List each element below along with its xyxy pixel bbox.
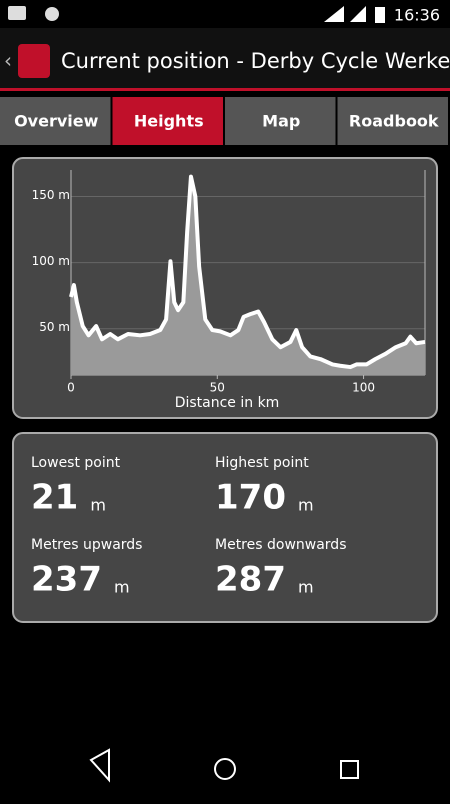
stats-card	[12, 432, 438, 623]
battery-icon	[375, 7, 385, 23]
tab[interactable]	[337, 97, 449, 145]
chart-card	[12, 157, 438, 419]
tab-label: Overview	[14, 112, 99, 131]
elevation-area	[71, 176, 425, 375]
x-tick-label: 100	[352, 381, 375, 395]
stat-unit: m	[90, 496, 106, 515]
stat-label: Metres upwards	[31, 537, 142, 553]
y-tick-label: 50 m	[39, 320, 70, 334]
stat-label: Highest point	[215, 455, 309, 471]
x-tick-label: 0	[67, 381, 75, 395]
tab-label: Heights	[134, 112, 204, 131]
y-tick-label: 150 m	[32, 188, 70, 202]
nav-home[interactable]	[214, 758, 236, 780]
tab[interactable]	[112, 97, 224, 145]
stat-unit: m	[298, 496, 314, 515]
notification-icon	[8, 6, 26, 20]
tab[interactable]	[0, 97, 111, 145]
nav-recents[interactable]	[340, 760, 359, 779]
stat-label: Lowest point	[31, 455, 121, 471]
stat-unit: m	[298, 578, 314, 597]
app-bar-underline	[0, 88, 450, 91]
android-icon	[45, 7, 59, 21]
app-bar	[0, 28, 450, 90]
wifi-icon	[324, 6, 344, 22]
app-icon[interactable]	[18, 44, 50, 78]
tab[interactable]	[225, 97, 336, 145]
nav-back[interactable]	[89, 748, 110, 783]
elevation-line	[69, 174, 426, 370]
x-tick-label: 50	[210, 381, 225, 395]
stat-value: 170	[215, 478, 286, 518]
signal-icon	[350, 6, 366, 22]
stat-unit: m	[114, 578, 130, 597]
clock: 16:36	[394, 6, 440, 25]
x-axis-title: Distance in km	[175, 395, 280, 411]
stat-label: Metres downwards	[215, 537, 346, 553]
tab-label: Map	[262, 112, 300, 131]
y-tick-label: 100 m	[32, 254, 70, 268]
tab-label: Roadbook	[349, 112, 439, 131]
stat-value: 21	[31, 478, 78, 518]
app-title: Current position - Derby Cycle Werke…	[61, 49, 450, 73]
stat-value: 237	[31, 560, 102, 600]
back-arrow[interactable]: ‹	[4, 49, 12, 73]
stat-value: 287	[215, 560, 286, 600]
